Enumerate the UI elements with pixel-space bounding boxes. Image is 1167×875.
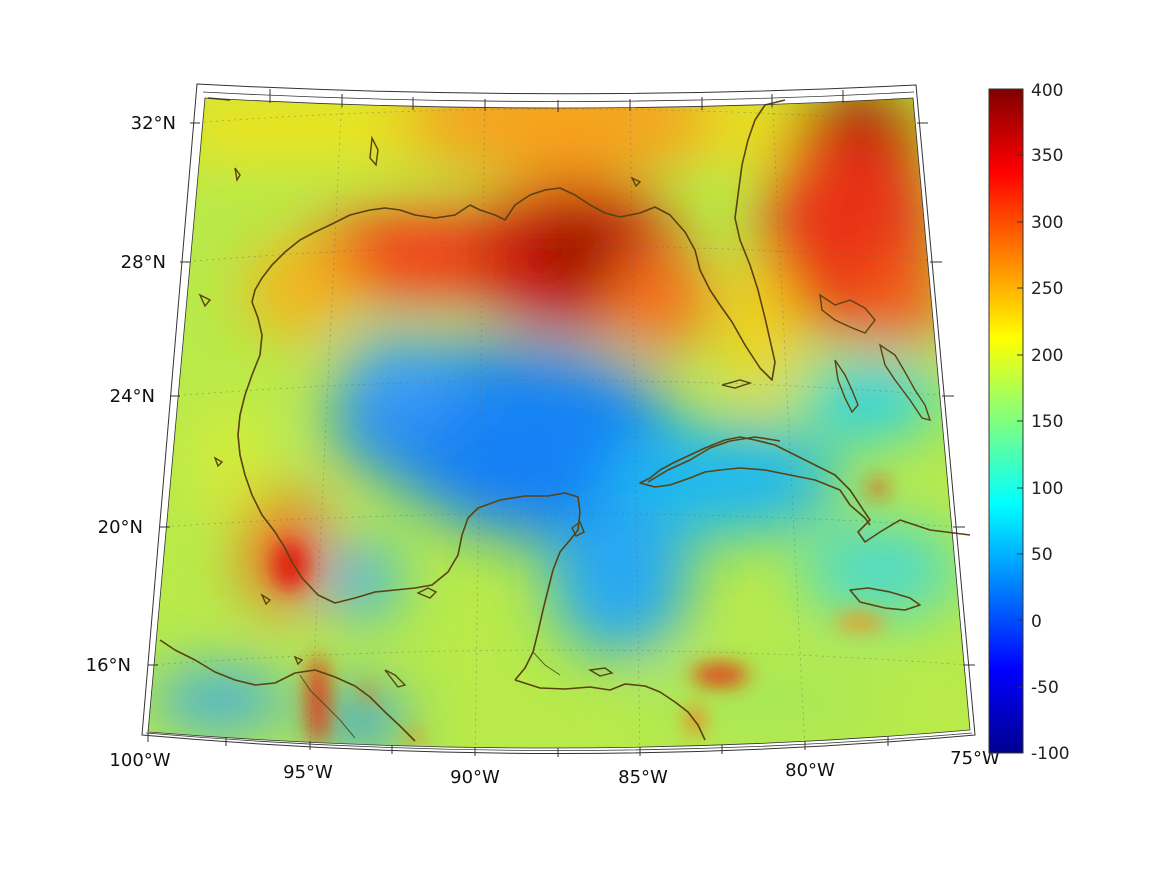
- lon-label-100w: 100°W: [109, 750, 170, 771]
- colorbar-tick-200: 200: [1031, 346, 1063, 366]
- latitude-labels: 32°N 28°N 24°N 20°N 16°N: [86, 113, 176, 676]
- lon-label-95w: 95°W: [283, 762, 333, 783]
- colorbar-tick-150: 150: [1031, 412, 1063, 432]
- lat-label-28n: 28°N: [121, 252, 166, 273]
- longitude-labels: 100°W 95°W 90°W 85°W 80°W 75°W: [109, 748, 1000, 788]
- colorbar-tick-minus50: -50: [1031, 678, 1059, 698]
- colorbar: 400 350 300 250 200 150 100 50 0 -50 -10…: [988, 81, 1070, 764]
- lon-label-75w: 75°W: [950, 748, 1000, 769]
- lat-label-32n: 32°N: [131, 113, 176, 134]
- lon-label-90w: 90°W: [450, 767, 500, 788]
- colorbar-tick-minus100: -100: [1031, 744, 1070, 764]
- map-frame: [141, 83, 976, 757]
- colorbar-tick-250: 250: [1031, 279, 1063, 299]
- lon-label-80w: 80°W: [785, 760, 835, 781]
- data-field: [148, 98, 970, 749]
- colorbar-tick-350: 350: [1031, 146, 1063, 166]
- lat-label-16n: 16°N: [86, 655, 131, 676]
- colorbar-tick-0: 0: [1031, 612, 1042, 632]
- lat-label-24n: 24°N: [110, 386, 155, 407]
- colorbar-tick-100: 100: [1031, 479, 1063, 499]
- colorbar-tick-300: 300: [1031, 213, 1063, 233]
- colorbar-ticks: [1017, 154, 1023, 688]
- coastlines: [159, 97, 971, 742]
- graticule: [148, 98, 969, 749]
- lat-label-20n: 20°N: [98, 517, 143, 538]
- colorbar-tick-400: 400: [1031, 81, 1063, 101]
- lon-label-85w: 85°W: [618, 767, 668, 788]
- colorbar-tick-50: 50: [1031, 545, 1053, 565]
